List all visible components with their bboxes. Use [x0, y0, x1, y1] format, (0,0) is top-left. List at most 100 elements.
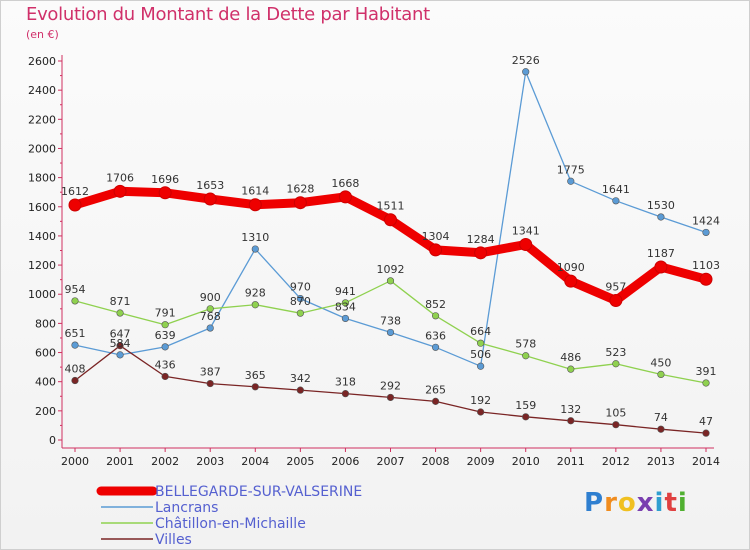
legend-label: Lancrans — [155, 500, 218, 516]
legend-label: BELLEGARDE-SUR-VALSERINE — [155, 484, 362, 500]
data-point — [338, 190, 352, 204]
x-tick-label: 2004 — [241, 455, 269, 468]
data-label: 1614 — [241, 185, 269, 198]
data-label: 132 — [560, 403, 581, 416]
data-point — [567, 417, 575, 425]
x-tick-label: 2014 — [692, 455, 720, 468]
data-point — [519, 238, 533, 252]
data-label: 450 — [650, 356, 671, 369]
data-point — [248, 198, 262, 212]
data-label: 1530 — [647, 199, 675, 212]
data-label: 900 — [200, 291, 221, 304]
data-label: 651 — [65, 327, 86, 340]
data-label: 1304 — [422, 230, 450, 243]
data-label: 954 — [65, 283, 86, 296]
logo-letter: t — [664, 488, 678, 518]
data-label: 486 — [560, 351, 581, 364]
data-label: 870 — [290, 295, 311, 308]
data-label: 1424 — [692, 214, 720, 227]
legend-label: Villes — [155, 532, 192, 548]
y-tick-label: 2200 — [28, 113, 56, 126]
data-label: 664 — [470, 325, 491, 338]
data-label: 1310 — [241, 231, 269, 244]
data-point — [341, 390, 350, 398]
data-point — [68, 198, 82, 212]
data-label: 1641 — [602, 183, 630, 196]
data-label: 74 — [654, 411, 668, 424]
logo-letter: P — [584, 488, 605, 518]
data-label: 1187 — [647, 247, 675, 260]
y-tick-label: 1200 — [28, 259, 56, 272]
y-tick-label: 1600 — [28, 201, 56, 214]
data-point — [702, 228, 710, 237]
x-tick-label: 2012 — [602, 455, 630, 468]
logo-letter: i — [654, 488, 665, 518]
data-point — [702, 429, 710, 437]
data-point — [477, 408, 485, 416]
data-point — [251, 301, 259, 309]
legend-label: Châtillon-en-Michaille — [155, 516, 306, 532]
data-point — [206, 379, 214, 388]
x-tick-label: 2013 — [647, 455, 675, 468]
data-point — [158, 186, 172, 200]
axes: 0 200 400 600 800 1000 1200 1400 1600 1800 2000 220… — [28, 55, 720, 468]
data-label: 578 — [515, 338, 536, 351]
data-point — [206, 324, 214, 332]
data-point — [474, 246, 488, 260]
data-point — [657, 213, 665, 221]
data-point — [116, 342, 124, 350]
data-point — [296, 309, 304, 317]
data-point — [71, 376, 79, 385]
data-label: 265 — [425, 383, 446, 396]
data-point — [477, 362, 485, 370]
data-point — [384, 213, 397, 227]
data-point — [522, 68, 530, 76]
data-label: 2526 — [512, 54, 540, 67]
logo-letter: i — [677, 488, 688, 518]
proxiti-logo: Proxiti — [584, 488, 688, 518]
data-point — [251, 245, 259, 253]
data-label: 1628 — [286, 183, 314, 196]
data-label: 506 — [470, 348, 491, 361]
data-label: 292 — [380, 379, 401, 392]
data-label: 1612 — [61, 185, 89, 198]
data-label: 1103 — [692, 259, 720, 272]
data-point — [341, 299, 350, 307]
data-point — [431, 397, 440, 405]
data-label: 970 — [290, 281, 311, 294]
data-point — [341, 314, 350, 323]
data-label: 47 — [699, 415, 713, 428]
logo-letter: x — [636, 488, 655, 518]
data-point — [429, 243, 443, 257]
y-tick-label: 1400 — [28, 230, 56, 243]
data-point — [113, 184, 127, 198]
data-label: 871 — [110, 295, 131, 308]
data-label: 738 — [380, 314, 401, 327]
x-tick-label: 2000 — [61, 455, 89, 468]
data-point — [657, 425, 665, 433]
x-tick-label: 2002 — [151, 455, 179, 468]
data-point — [612, 421, 620, 429]
data-point — [612, 360, 620, 368]
data-point — [431, 312, 440, 320]
y-tick-label: 2600 — [28, 55, 56, 68]
data-label: 852 — [425, 298, 446, 311]
x-tick-label: 2008 — [422, 455, 450, 468]
data-point — [654, 260, 668, 274]
x-tick-label: 2007 — [377, 455, 405, 468]
data-point — [116, 351, 124, 359]
chart-subtitle: (en €) — [26, 28, 59, 41]
data-label: 1706 — [106, 171, 134, 184]
data-label: 342 — [290, 372, 311, 385]
x-tick-label: 2001 — [106, 455, 134, 468]
data-point — [522, 413, 530, 421]
data-point — [293, 196, 307, 210]
data-point — [699, 272, 713, 286]
data-label: 928 — [245, 287, 266, 300]
series-layer — [68, 68, 713, 437]
data-label: 1092 — [377, 263, 405, 276]
data-label: 1511 — [377, 200, 405, 213]
data-point — [657, 370, 665, 379]
y-tick-label: 0 — [49, 434, 56, 447]
